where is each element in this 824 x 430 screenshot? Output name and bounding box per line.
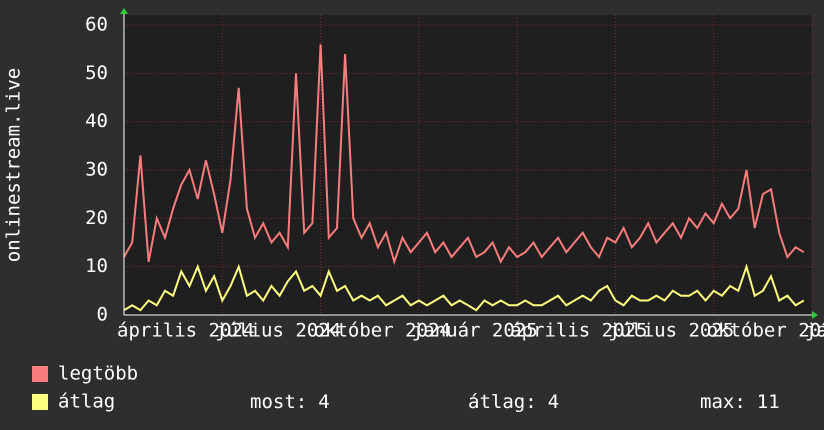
y-tick-label: 0 [97,304,108,326]
lines [123,44,805,312]
x-arrow [812,311,818,319]
stat: most: 4 [250,391,330,413]
y-axis-label: onlinestream.live [3,68,25,262]
y-tick-label: 50 [85,62,108,84]
x-tick-label: április 2024 [117,320,254,342]
y-tick-label: 60 [85,14,108,36]
stat-label: átlag: [468,391,537,413]
plot-area [124,15,812,315]
legend-swatch [32,394,48,410]
x-tick-label: január 2026 [805,320,824,342]
y-tick-label: 10 [85,255,108,277]
stat-label: max: [700,391,746,413]
legend-label: átlag [58,391,115,413]
x-tick-label: április 2025 [510,320,647,342]
series-line [123,263,805,312]
stat-label: most: [250,391,307,413]
legend-label: legtöbb [58,363,138,385]
stat-value: 4 [548,391,559,413]
legend: legtöbb átlag most: 4 átlag: 4 max: 11 [32,363,780,413]
stat: max: 11 [700,391,780,413]
stat-value: 4 [318,391,329,413]
stat-value: 11 [757,391,780,413]
y-tick-label: 20 [85,207,108,229]
stat: átlag: 4 [468,391,559,413]
x-tick-label: július 2025 [608,320,734,342]
y-tick-label: 30 [85,159,108,181]
x-tick-label: január 2025 [412,320,538,342]
x-tick-label: október 2025 [707,320,824,342]
series-line [123,44,805,266]
x-tick-label: július 2024 [215,320,341,342]
y-tick-label: 40 [85,110,108,132]
y-arrow [120,8,128,14]
legend-swatch [32,366,48,382]
x-tick-label: október 2024 [314,320,451,342]
